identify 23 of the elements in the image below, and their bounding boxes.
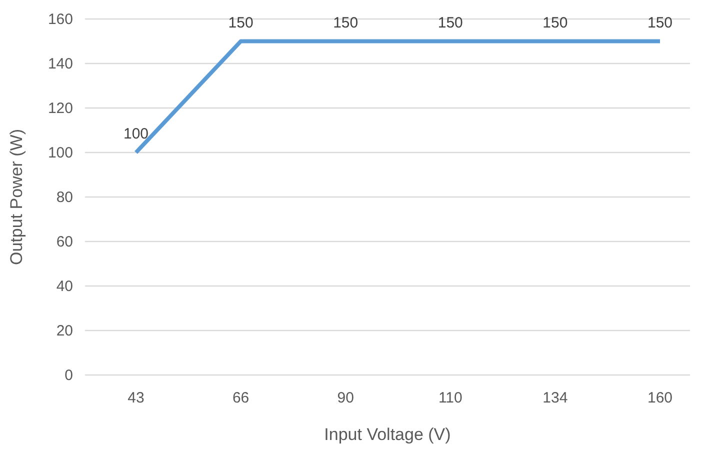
x-tick-label: 110 [438,390,462,407]
y-tick-label: 20 [56,322,73,340]
y-tick-label: 160 [48,10,73,28]
x-axis-title: Input Voltage (V) [324,425,451,444]
y-tick-label: 80 [56,188,73,206]
data-label: 100 [123,126,149,142]
data-label: 150 [228,14,254,32]
y-tick-label: 100 [48,144,73,162]
y-tick-label: 140 [48,55,73,72]
x-tick-label: 66 [232,390,250,407]
y-tick-label: 40 [56,278,73,295]
x-tick-label: 90 [337,390,354,407]
x-tick-label: 134 [542,390,568,407]
data-label: 150 [647,14,673,32]
y-tick-label: 60 [56,233,73,250]
y-tick-label: 120 [48,100,73,117]
x-tick-label: 43 [128,390,144,407]
data-label: 150 [438,14,463,32]
data-label: 150 [333,14,358,32]
data-label: 150 [542,14,568,32]
x-tick-label: 160 [647,390,673,407]
y-axis-title: Output Power (W) [7,128,26,266]
y-tick-label: 0 [64,366,73,384]
